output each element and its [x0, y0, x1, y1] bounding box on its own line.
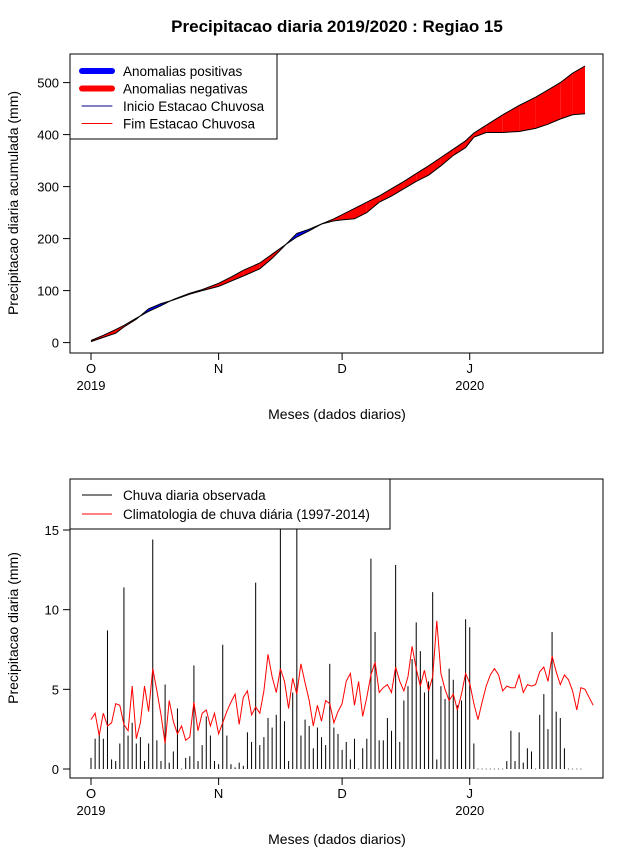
panel1-legend-label: Anomalias negativas — [123, 82, 248, 97]
panel1-y-tick-label: 200 — [37, 232, 59, 247]
observed-accumulated-line — [90, 113, 586, 343]
daily-panel: 0 5 10 15 O 2019 N D J 2020 Chuva diaria observada… — [45, 478, 604, 818]
negative-anomaly-area — [572, 66, 585, 115]
panel1-x-tick-label: O — [86, 361, 96, 376]
negative-anomaly-area — [486, 114, 503, 133]
negative-anomaly-area — [440, 149, 454, 166]
chart-title: Precipitacao diaria 2019/2020 : Regiao 1… — [171, 17, 503, 36]
negative-anomaly-area — [465, 133, 474, 148]
negative-anomaly-area — [519, 97, 536, 132]
panel2-y-tick-label: 10 — [45, 603, 59, 618]
panel2-ylabel: Precipitacao diaria (mm) — [5, 552, 21, 704]
panel1-y-tick-label: 500 — [37, 76, 59, 91]
panel2-x-year-label: 2019 — [77, 803, 106, 818]
negative-anomaly-area — [354, 202, 367, 219]
negative-anomaly-area — [535, 89, 548, 129]
panel1-y-tick-label: 400 — [37, 128, 59, 143]
negative-anomaly-area — [342, 208, 355, 220]
panel2-legend-label: Climatologia de chuva diária (1997-2014) — [123, 507, 370, 522]
negative-anomaly-area — [231, 270, 244, 282]
panel1-legend-label: Anomalias positivas — [123, 64, 243, 79]
panel2-x-tick-label: J — [466, 786, 473, 801]
accumulated-panel: 0 100 200 300 400 500 O 2019 N D J 2020 Anomalias po… — [37, 53, 604, 393]
panel2-y-tick-label: 15 — [45, 523, 59, 538]
negative-anomaly-area — [416, 165, 429, 182]
negative-anomaly-area — [259, 254, 273, 269]
panel2-legend-box — [69, 478, 391, 530]
panel1-ylabel: Precipitacao diaria acumulada (mm) — [5, 91, 21, 315]
panel1-x-tick-label: N — [214, 361, 223, 376]
negative-anomaly-area — [218, 277, 231, 287]
panel1-x-year-label: 2020 — [455, 378, 484, 393]
panel2-y-tick-label: 0 — [52, 762, 59, 777]
panel2-y-tick-label: 5 — [52, 682, 59, 697]
negative-anomaly-area — [560, 73, 573, 119]
panel1-xlabel: Meses (dados diarios) — [268, 406, 406, 422]
negative-anomaly-area — [453, 140, 466, 156]
negative-anomaly-area — [473, 125, 487, 138]
panel2-x-tick-label: O — [86, 786, 96, 801]
panel2-legend-label: Chuva diaria observada — [123, 488, 266, 503]
panel1-y-tick-label: 300 — [37, 180, 59, 195]
panel1-plot-box — [69, 53, 604, 354]
negative-anomaly-area — [403, 173, 417, 189]
panel2-x-tick-label: N — [214, 786, 223, 801]
negative-anomaly-area — [379, 188, 392, 203]
panel1-y-tick-label: 100 — [37, 284, 59, 299]
panel2-x-year-label: 2020 — [455, 803, 484, 818]
negative-anomaly-area — [366, 196, 380, 213]
negative-anomaly-area — [502, 105, 520, 133]
panel1-x-year-label: 2019 — [77, 378, 106, 393]
panel1-legend-label: Fim Estacao Chuvosa — [123, 117, 256, 132]
panel1-legend-label: Inicio Estacao Chuvosa — [123, 99, 265, 114]
negative-anomaly-area — [243, 263, 260, 276]
negative-anomaly-area — [428, 157, 441, 176]
negative-anomaly-area — [548, 82, 561, 125]
panel2-xlabel: Meses (dados diarios) — [268, 831, 406, 847]
panel1-x-tick-label: J — [466, 361, 473, 376]
panel2-x-tick-label: D — [337, 786, 346, 801]
panel1-y-tick-label: 0 — [52, 336, 59, 351]
negative-anomaly-area — [391, 181, 404, 196]
panel1-x-tick-label: D — [337, 361, 346, 376]
climatology-accumulated-line — [90, 65, 586, 341]
climatology-daily-line — [90, 620, 594, 744]
